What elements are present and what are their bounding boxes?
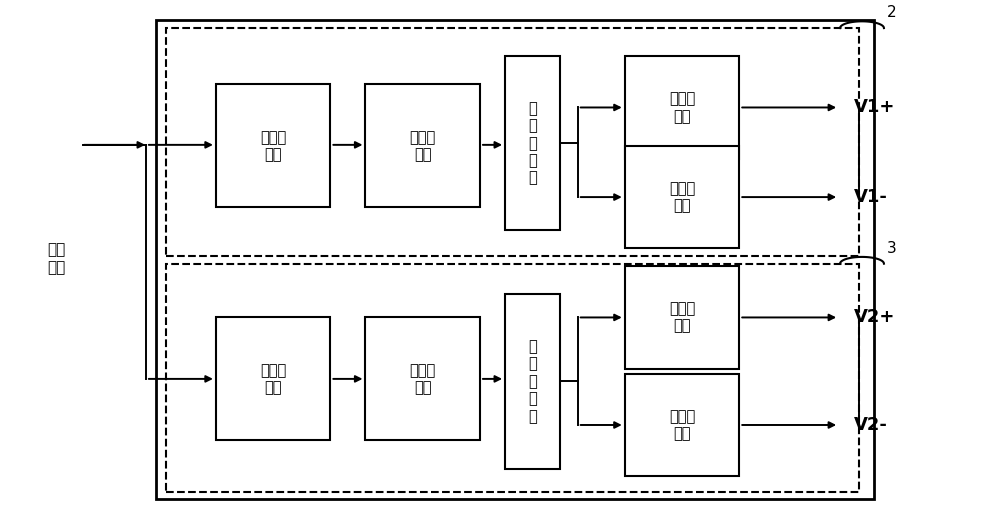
Text: 市电
输入: 市电 输入 [47, 243, 65, 275]
Bar [216, 85, 330, 207]
Text: V2-: V2- [854, 416, 888, 434]
Bar [625, 266, 739, 368]
Text: 第
一
滤
波
器: 第 一 滤 波 器 [528, 101, 537, 186]
Bar [166, 28, 859, 256]
Text: V1+: V1+ [854, 99, 895, 117]
Text: 第三稳
压器: 第三稳 压器 [669, 301, 695, 334]
Text: 第一变
压器: 第一变 压器 [260, 130, 286, 162]
Bar [166, 264, 859, 492]
Text: 2: 2 [887, 5, 897, 21]
Bar [365, 317, 480, 440]
Text: 第
一
滤
波
器: 第 一 滤 波 器 [528, 339, 537, 424]
Bar [625, 56, 739, 159]
Text: 第二整
流桥: 第二整 流桥 [410, 363, 436, 395]
Bar [625, 146, 739, 248]
Bar [216, 317, 330, 440]
Bar [625, 374, 739, 476]
Text: 第二稳
压器: 第二稳 压器 [669, 181, 695, 213]
Text: 3: 3 [887, 241, 897, 256]
Bar [365, 85, 480, 207]
Bar [156, 21, 874, 499]
Text: V1-: V1- [854, 188, 888, 206]
Bar [505, 56, 560, 230]
Text: V2+: V2+ [854, 309, 895, 327]
Text: 第一整
流桥: 第一整 流桥 [410, 130, 436, 162]
Bar [505, 295, 560, 469]
Text: 第一稳
压器: 第一稳 压器 [669, 91, 695, 124]
Text: 第四稳
压器: 第四稳 压器 [669, 409, 695, 441]
Text: 第二变
压器: 第二变 压器 [260, 363, 286, 395]
